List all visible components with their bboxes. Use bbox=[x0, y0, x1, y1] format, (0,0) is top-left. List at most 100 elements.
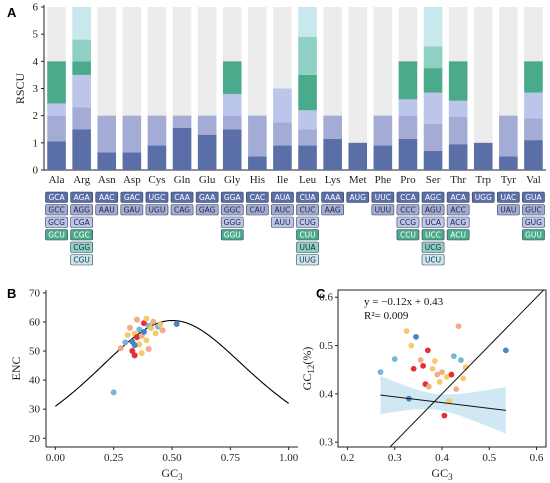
rscu-bar-segment bbox=[248, 115, 267, 157]
codon-label: AGU bbox=[425, 206, 441, 215]
codon-label: UUA bbox=[299, 243, 316, 252]
rscu-bar-segment bbox=[47, 103, 66, 116]
rscu-bar-segment bbox=[72, 7, 91, 40]
rscu-bar-segment bbox=[97, 152, 117, 170]
enc-point bbox=[143, 315, 150, 322]
codon-label: GAA bbox=[199, 193, 216, 202]
rscu-y-tick-label: 4 bbox=[33, 56, 39, 68]
rscu-category-label: Trp bbox=[476, 174, 492, 186]
enc-y-tick-label: 70 bbox=[29, 287, 41, 299]
rscu-bar-segment bbox=[273, 88, 292, 123]
codon-label: GCG bbox=[48, 218, 65, 227]
rscu-bar-segment bbox=[122, 152, 142, 170]
codon-box bbox=[321, 191, 345, 203]
rscu-bar-segment bbox=[197, 115, 217, 135]
rscu-bar-segment bbox=[423, 7, 443, 47]
regression-equation: y = −0.12x + 0.43 bbox=[364, 296, 444, 308]
rscu-y-axis-label: RSCU bbox=[13, 72, 27, 104]
rscu-bar-segment bbox=[298, 129, 317, 146]
codon-box bbox=[220, 204, 244, 216]
rscu-bar-segment bbox=[197, 134, 217, 170]
enc-point bbox=[145, 346, 152, 353]
neutrality-y-tick-label: 0.3 bbox=[319, 437, 333, 449]
enc-x-tick-label: 0.25 bbox=[104, 452, 124, 464]
enc-point bbox=[157, 321, 164, 328]
codon-label: CAA bbox=[174, 193, 191, 202]
rscu-bar-segment bbox=[298, 74, 317, 111]
codon-box bbox=[70, 229, 93, 241]
rscu-bar-segment bbox=[499, 115, 518, 157]
neutrality-point bbox=[436, 378, 443, 385]
enc-point bbox=[117, 345, 124, 352]
enc-y-tick-label: 30 bbox=[29, 404, 41, 416]
codon-label: UAU bbox=[500, 206, 516, 215]
enc-x-tick-label: 0.75 bbox=[221, 452, 241, 464]
enc-x-axis-label: GC3 bbox=[161, 466, 183, 482]
codon-label: CCU bbox=[400, 231, 416, 240]
codon-label: UAC bbox=[500, 193, 516, 202]
codon-label: GGC bbox=[224, 206, 241, 215]
codon-box bbox=[296, 191, 319, 203]
codon-box bbox=[522, 229, 545, 241]
rscu-bar-segment bbox=[172, 115, 192, 128]
codon-label: CUG bbox=[299, 218, 316, 227]
codon-box bbox=[95, 204, 119, 216]
neutrality-point bbox=[413, 333, 419, 340]
neutrality-x-tick-label: 0.2 bbox=[341, 452, 355, 464]
codon-label: UGC bbox=[149, 193, 166, 202]
rscu-bar-segment bbox=[323, 138, 342, 170]
neutrality-y-axis-label: GC12(%) bbox=[300, 347, 316, 391]
codon-box bbox=[446, 204, 470, 216]
codon-label: CUC bbox=[300, 206, 316, 215]
codon-box bbox=[296, 229, 319, 241]
codon-box bbox=[246, 204, 269, 216]
codon-box bbox=[421, 216, 445, 228]
codon-label: GGA bbox=[224, 193, 242, 202]
codon-box bbox=[220, 229, 244, 241]
codon-label: CUU bbox=[299, 231, 315, 240]
neutrality-point bbox=[441, 412, 448, 419]
rscu-bar-segment bbox=[298, 7, 317, 37]
neutrality-x-tick-label: 0.4 bbox=[435, 452, 449, 464]
codon-label: CCG bbox=[400, 218, 416, 227]
codon-box bbox=[421, 204, 445, 216]
neutrality-point bbox=[443, 374, 450, 380]
codon-label: AUA bbox=[275, 193, 292, 202]
rscu-bar-segment bbox=[273, 122, 292, 146]
regression-confidence-band bbox=[380, 375, 506, 434]
neutrality-point bbox=[458, 357, 464, 363]
codon-label: GUA bbox=[525, 193, 542, 202]
rscu-category-label: Arg bbox=[73, 174, 90, 186]
codon-label: AAC bbox=[99, 193, 115, 202]
codon-label: ACC bbox=[450, 206, 465, 215]
rscu-bar-segment bbox=[348, 142, 368, 170]
rscu-bar-segment bbox=[423, 150, 443, 170]
rscu-bar-segment bbox=[323, 115, 342, 139]
codon-label: CUA bbox=[300, 193, 317, 202]
neutrality-point bbox=[410, 365, 417, 372]
rscu-bar-segment bbox=[473, 142, 493, 170]
codon-box bbox=[496, 204, 520, 216]
rscu-category-label: Ser bbox=[426, 174, 441, 186]
rscu-bar-segment bbox=[373, 145, 393, 170]
codon-label: UCA bbox=[425, 218, 442, 227]
enc-x-axis-label-sub: 3 bbox=[178, 472, 183, 482]
rscu-bar-segment bbox=[423, 46, 443, 69]
enc-point bbox=[124, 332, 131, 339]
codon-box bbox=[296, 204, 319, 216]
codon-box bbox=[195, 204, 219, 216]
regression-r2: R²= 0.009 bbox=[364, 310, 409, 322]
rscu-category-label: Pro bbox=[400, 174, 416, 186]
codon-box bbox=[421, 229, 445, 241]
enc-point bbox=[138, 350, 145, 357]
rscu-bar-segment bbox=[72, 39, 91, 62]
codon-box bbox=[271, 204, 294, 216]
codon-label: GGU bbox=[224, 231, 241, 240]
enc-y-axis-label: ENC bbox=[9, 357, 23, 381]
codon-label: CGG bbox=[73, 243, 90, 252]
enc-point bbox=[152, 330, 159, 337]
rscu-bar-segment bbox=[423, 92, 443, 124]
neutrality-point bbox=[439, 369, 445, 376]
codon-box bbox=[45, 216, 68, 228]
neutrality-point bbox=[424, 347, 431, 354]
